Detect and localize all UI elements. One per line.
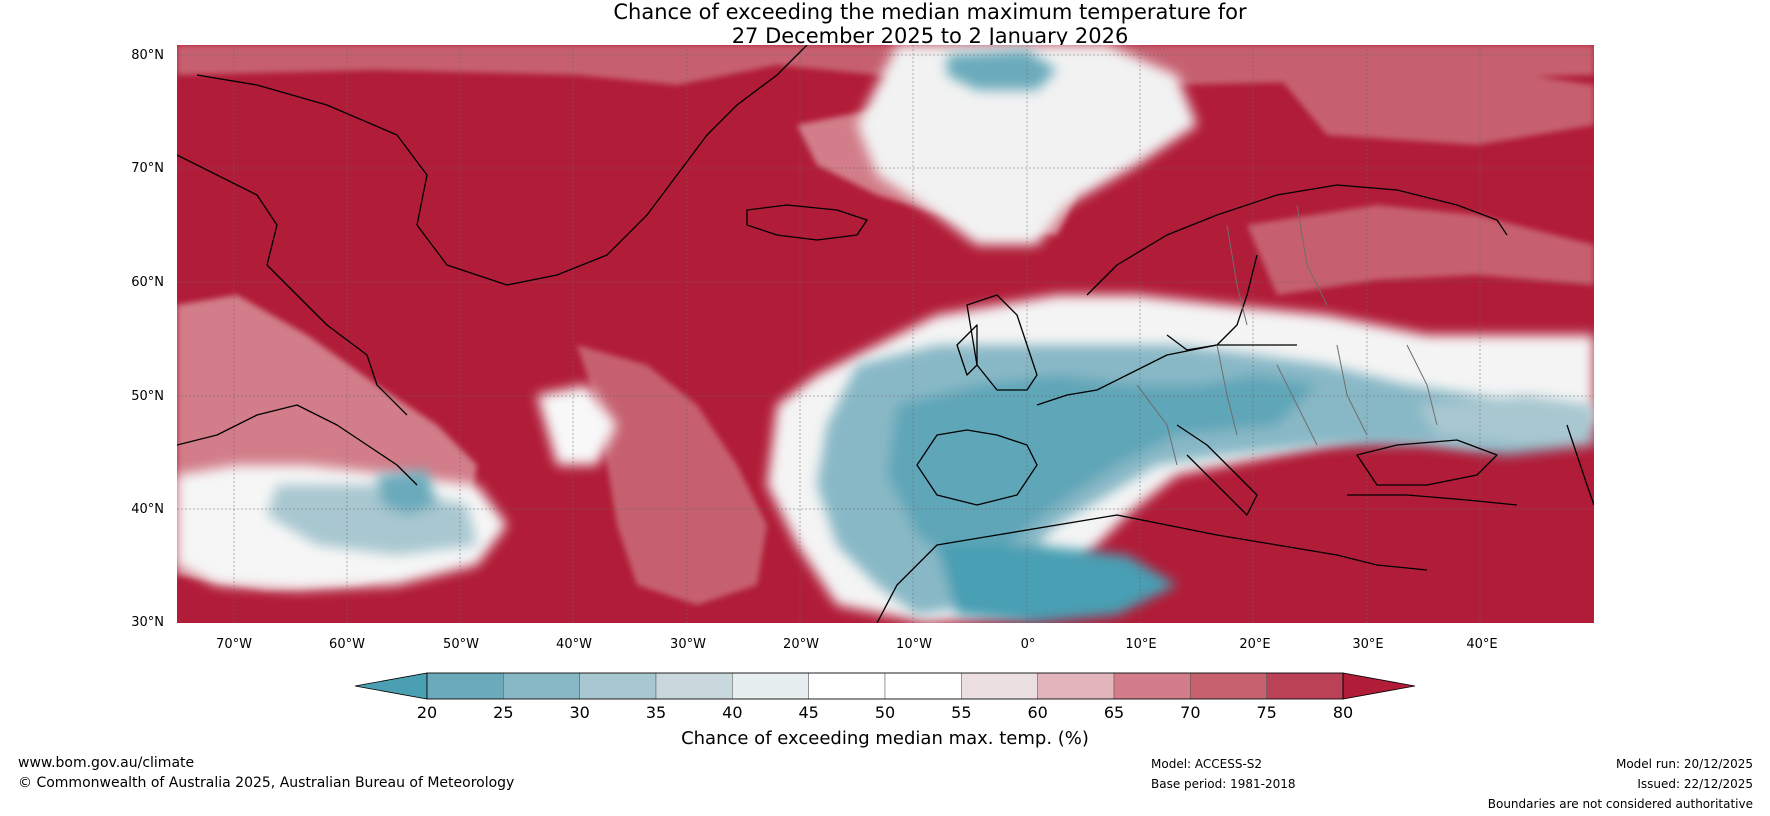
lon-label-20w: 20°W — [783, 637, 819, 652]
colorbar-segment — [503, 672, 580, 700]
forecast-map — [177, 45, 1594, 623]
colorbar-tick-label: 35 — [645, 703, 667, 722]
colorbar-border — [426, 672, 1344, 700]
lon-label-0: 0° — [1020, 637, 1036, 652]
colorbar-tick-label: 80 — [1332, 703, 1354, 722]
colorbar-segment — [655, 672, 733, 700]
lon-label-10w: 10°W — [896, 637, 932, 652]
lon-label-40w: 40°W — [556, 637, 592, 652]
colorbar-title: Chance of exceeding median max. temp. (%… — [681, 728, 1089, 749]
colorbar-segment — [1190, 672, 1267, 700]
colorbar-tick-label: 65 — [1103, 703, 1125, 722]
lat-label-70n: 70°N — [131, 161, 164, 176]
colorbar-tick-label: 20 — [416, 703, 438, 722]
lon-label-10e: 10°E — [1125, 637, 1157, 652]
forecast-map-svg — [177, 45, 1594, 623]
graticule — [177, 45, 1594, 623]
footer-issued: Issued: 22/12/2025 — [1637, 777, 1753, 791]
country-borders — [1136, 204, 1438, 466]
colorbar-segment — [1113, 672, 1191, 700]
footer-copyright: © Commonwealth of Australia 2025, Austra… — [18, 775, 515, 791]
lat-label-30n: 30°N — [131, 615, 164, 630]
lon-label-50w: 50°W — [443, 637, 479, 652]
lon-label-70w: 70°W — [216, 637, 252, 652]
colorbar-tick-label: 40 — [722, 703, 743, 722]
colorbar-extend-high — [1342, 672, 1416, 700]
lat-label-80n: 80°N — [131, 48, 164, 63]
lat-label-40n: 40°N — [131, 502, 164, 517]
footer-model: Model: ACCESS-S2 — [1151, 757, 1263, 771]
lon-label-40e: 40°E — [1466, 637, 1498, 652]
colorbar-segment — [1266, 672, 1344, 700]
lon-label-20e: 20°E — [1239, 637, 1271, 652]
colorbar-segment — [884, 672, 962, 700]
colorbar-tick-label: 75 — [1256, 703, 1277, 722]
colorbar-tick-label: 70 — [1180, 703, 1201, 722]
footer-website: www.bom.gov.au/climate — [18, 755, 195, 771]
footer-base-period: Base period: 1981-2018 — [1151, 777, 1296, 791]
colorbar — [354, 672, 1416, 700]
colorbar-tick-label: 50 — [874, 703, 896, 722]
lat-label-50n: 50°N — [131, 389, 164, 404]
lon-label-30w: 30°W — [670, 637, 706, 652]
lon-label-30e: 30°E — [1352, 637, 1384, 652]
colorbar-segment — [732, 672, 809, 700]
coastlines — [177, 45, 1594, 623]
cool-regions — [267, 50, 1594, 623]
colorbar-tick-label: 30 — [569, 703, 590, 722]
colorbar-tick-label: 45 — [798, 703, 819, 722]
colorbar-tick-label: 55 — [951, 703, 972, 722]
colorbar-segment — [579, 672, 657, 700]
title-line-2: 27 December 2025 to 2 January 2026 — [731, 24, 1129, 48]
colorbar-tick-label: 60 — [1027, 703, 1048, 722]
colorbar-segment — [961, 672, 1038, 700]
colorbar-segment — [808, 672, 886, 700]
footer-model-run: Model run: 20/12/2025 — [1615, 757, 1753, 771]
lat-label-60n: 60°N — [131, 275, 164, 290]
lon-label-60w: 60°W — [329, 637, 365, 652]
footer-disclaimer: Boundaries are not considered authoritat… — [1487, 797, 1753, 811]
chart-title: Chance of exceeding the median maximum t… — [0, 0, 1770, 48]
colorbar-segment — [1037, 672, 1115, 700]
colorbar-tick-label: 25 — [493, 703, 514, 722]
colorbar-extend-low — [354, 672, 428, 700]
title-line-1: Chance of exceeding the median maximum t… — [613, 0, 1247, 24]
colorbar-segment — [426, 672, 504, 700]
